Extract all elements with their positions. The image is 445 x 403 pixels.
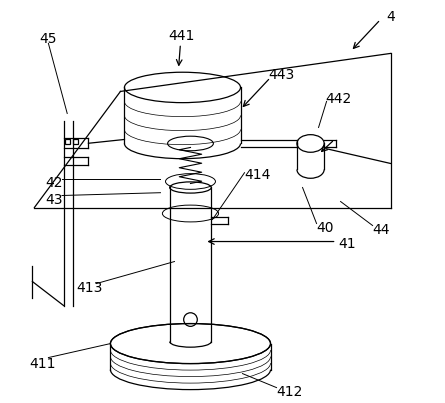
Text: 442: 442 [325, 92, 351, 106]
Text: 441: 441 [169, 29, 195, 44]
Text: 40: 40 [316, 220, 334, 235]
Text: 411: 411 [30, 357, 56, 371]
Text: 443: 443 [268, 69, 295, 83]
Text: 43: 43 [45, 193, 63, 207]
Text: 414: 414 [244, 168, 271, 183]
Text: 44: 44 [372, 222, 390, 237]
Text: 45: 45 [39, 32, 57, 46]
Text: 42: 42 [45, 177, 63, 191]
Text: 4: 4 [387, 10, 395, 25]
Text: 412: 412 [276, 385, 303, 399]
Bar [65, 139, 70, 144]
Text: 41: 41 [339, 237, 356, 251]
Bar [73, 139, 78, 144]
Text: 413: 413 [77, 281, 103, 295]
